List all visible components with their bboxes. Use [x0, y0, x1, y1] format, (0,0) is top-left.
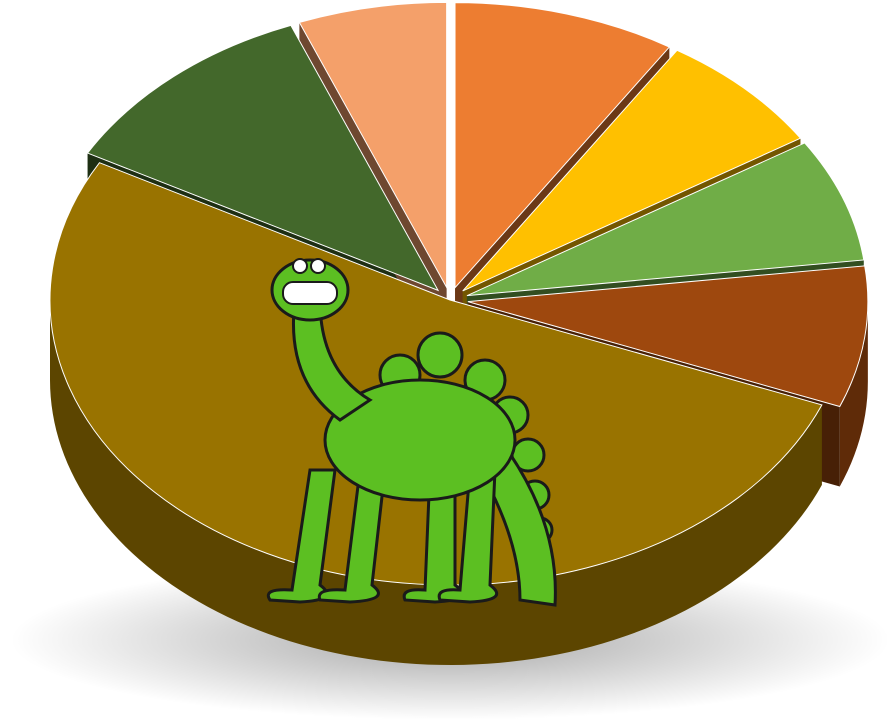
dino-teeth	[282, 281, 338, 305]
pie-slice	[454, 2, 671, 289]
dino-body	[323, 378, 517, 502]
dino-leg	[317, 468, 387, 604]
dino-leg	[402, 468, 464, 604]
pie-slice	[298, 1, 448, 290]
pie-slice	[86, 24, 440, 292]
dinosaur-illustration	[266, 258, 557, 607]
dino-neck	[291, 298, 373, 422]
slice-side	[839, 301, 868, 487]
dino-leg	[437, 468, 499, 604]
dino-leg	[266, 468, 337, 604]
pie-slice	[467, 265, 869, 408]
dino-eye	[292, 258, 308, 274]
dino-eye	[310, 258, 326, 274]
pie-slice	[462, 49, 802, 292]
pie-slice	[466, 142, 865, 297]
dino-tail	[478, 437, 557, 607]
dino-spike	[416, 331, 464, 379]
slice-side	[50, 300, 822, 665]
